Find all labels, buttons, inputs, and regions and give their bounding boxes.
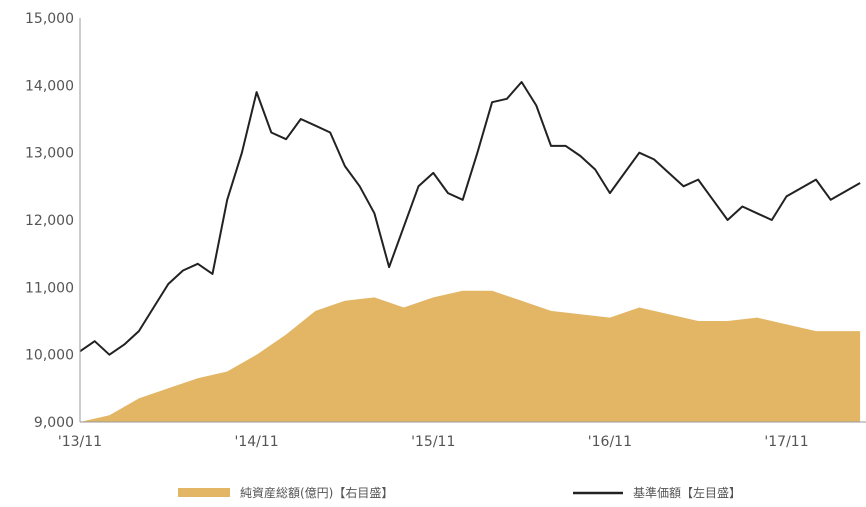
y-tick-label: 14,000: [25, 78, 74, 94]
y-tick-label: 10,000: [25, 348, 74, 364]
legend: 純資産総額(億円)【右目盛】 基準価額【左目盛】: [178, 485, 741, 500]
x-tick-label: '15/11: [411, 434, 455, 450]
y-tick-label: 9,000: [34, 415, 74, 431]
y-tick-label: 12,000: [25, 213, 74, 229]
legend-label-area: 純資産総額(億円)【右目盛】: [240, 485, 393, 500]
y-tick-label: 11,000: [25, 280, 74, 296]
legend-swatch-area: [178, 488, 230, 497]
x-tick-label: '17/11: [764, 434, 808, 450]
x-tick-label: '13/11: [58, 434, 102, 450]
x-tick-label: '14/11: [235, 434, 279, 450]
legend-label-line: 基準価額【左目盛】: [633, 485, 741, 500]
y-tick-labels: 9,000 10,000 11,000 12,000 13,000 14,000 15,00…: [25, 11, 74, 431]
x-tick-labels: '13/11 '14/11 '15/11 '16/11 '17/11: [58, 434, 809, 450]
y-tick-label: 13,000: [25, 146, 74, 162]
x-tick-label: '16/11: [588, 434, 632, 450]
nav-line: [79, 81, 861, 356]
y-tick-label: 15,000: [25, 11, 74, 27]
net-assets-area: [80, 290, 861, 422]
area-layer: [80, 290, 861, 422]
line-layer: [79, 81, 861, 356]
